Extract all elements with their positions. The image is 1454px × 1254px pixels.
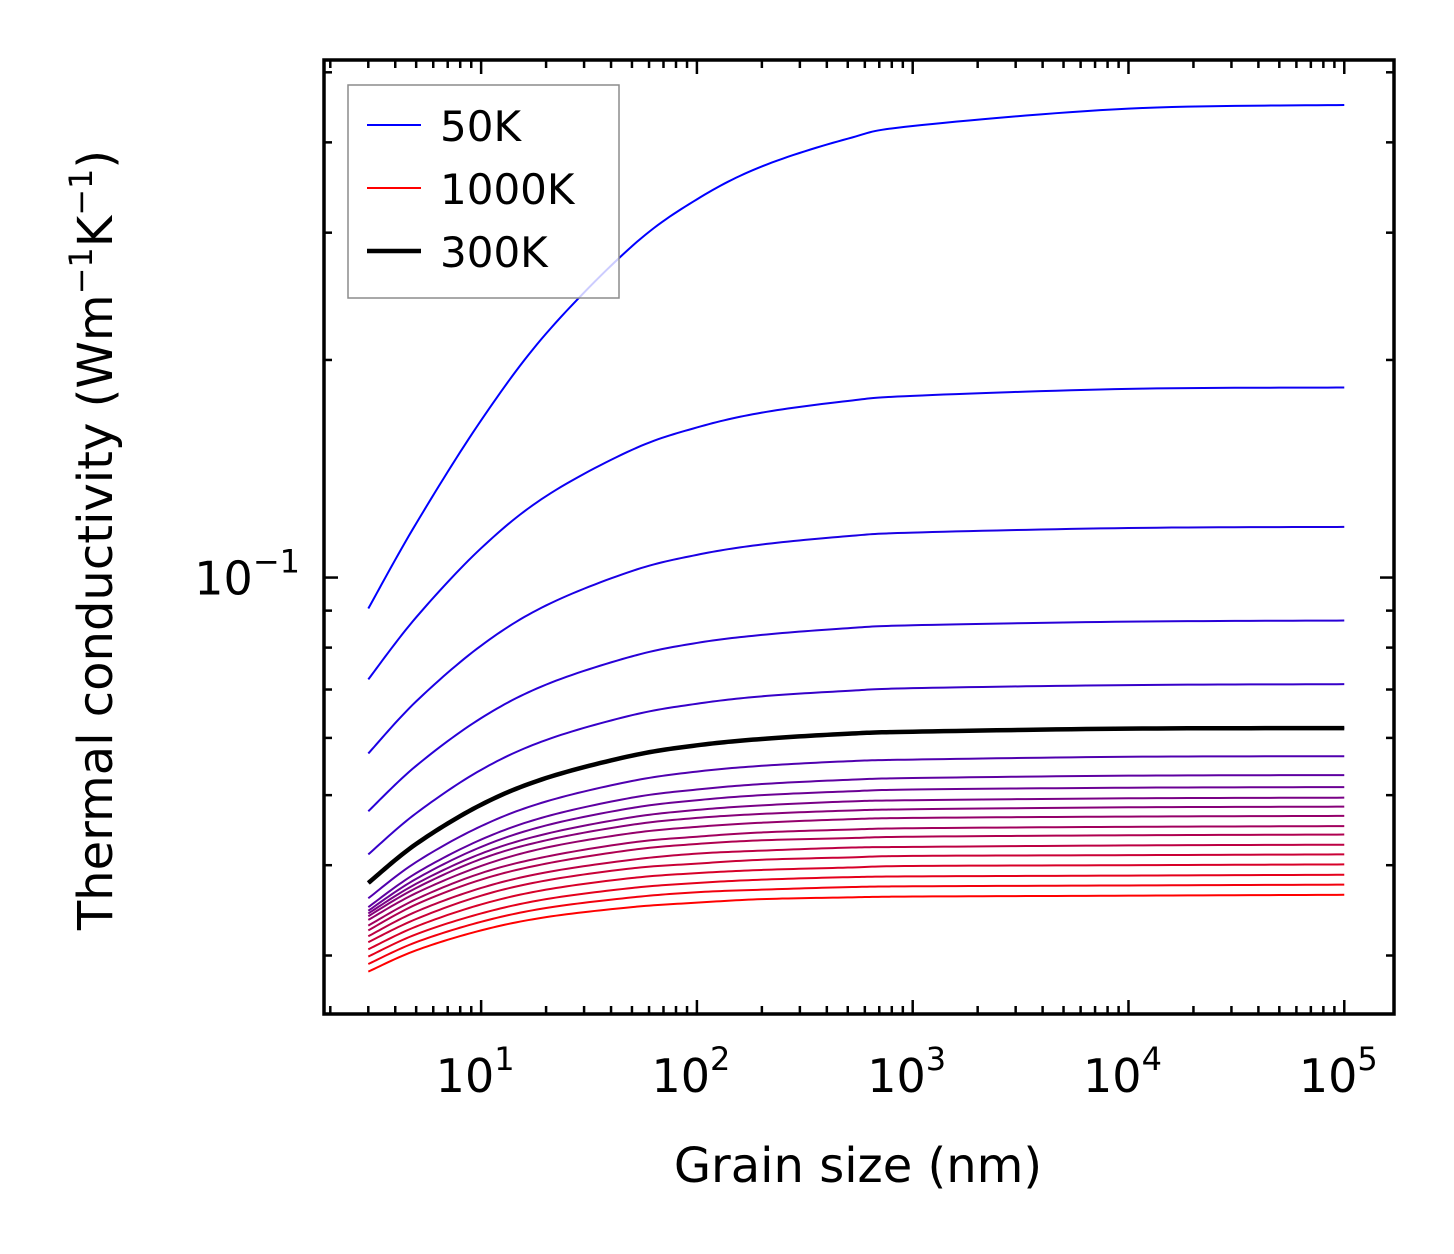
series-line-1000k [367,893,1345,973]
tick-labels: 101 102 103 104 105 10−1 [194,543,1377,1103]
series-line-750k [367,843,1345,938]
legend-label-300k: 300K [440,228,549,277]
series-line-250k [367,683,1345,856]
series-line-400k [367,774,1345,908]
x-tick-label: 104 [1083,1040,1162,1103]
series-line-600k [367,814,1345,921]
y-axis-title-main: Thermal conductivity (Wm [68,294,124,931]
series-line-850k [367,863,1345,951]
legend: 50K 1000K 300K [347,84,620,299]
series-line-500k [367,796,1345,915]
y-axis-title-sup2: −1 [62,169,100,216]
y-axis-title: Thermal conductivity (Wm−1K−1) [62,150,124,931]
y-axis-title-k: K [68,214,124,247]
series-line-350k [367,755,1345,900]
series-line-550k [367,805,1345,918]
series-line-900k [367,873,1345,958]
x-tick-label: 102 [651,1040,730,1103]
axes-frame [322,58,1396,1016]
x-tick-label: 105 [1299,1040,1378,1103]
y-tick-label: 10−1 [194,543,300,606]
series-line-highlight-300k [366,725,1345,885]
series-line-650k [367,825,1345,927]
legend-box [347,84,620,299]
series-line-700k [367,833,1345,932]
series-line-800k [367,853,1345,944]
series-line-50k [367,103,1345,610]
legend-label-1000k: 1000K [440,165,576,214]
x-tick-label: 101 [436,1040,515,1103]
series-line-450k [367,786,1345,912]
series-line-200k [367,619,1345,812]
series-line-150k [367,525,1345,755]
x-tick-label: 103 [867,1040,946,1103]
series-line-100k [367,386,1345,680]
y-axis-title-close: ) [68,150,124,169]
x-axis-title: Grain size (nm) [674,1138,1042,1194]
series-line-950k [367,883,1345,965]
series-layer [366,103,1345,973]
legend-label-50k: 50K [440,102,522,151]
y-axis-title-sup1: −1 [62,247,100,294]
